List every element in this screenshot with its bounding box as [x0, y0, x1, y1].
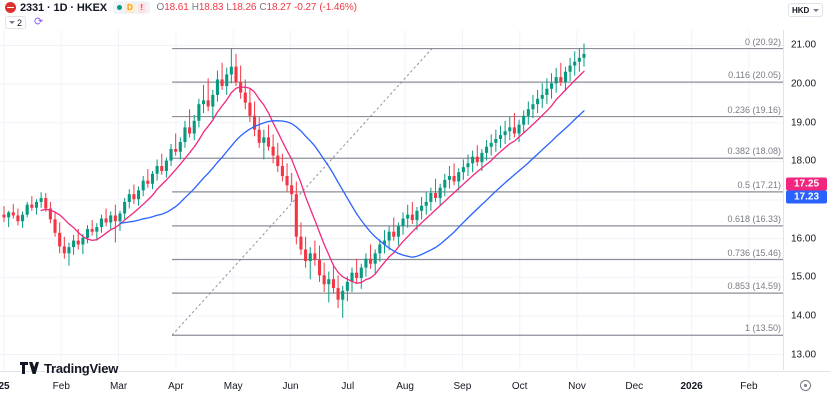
chart-settings-gear-icon[interactable]	[800, 380, 811, 391]
ohlc-change: -0.27	[294, 2, 317, 13]
market-open-dot	[117, 5, 123, 10]
layout-count-button[interactable]: 2	[5, 16, 27, 29]
currency-label: HKD	[792, 5, 810, 15]
time-tick: Aug	[396, 381, 414, 392]
ohlc-change-pct: (-1.46%)	[319, 2, 357, 13]
price-tick: 21.00	[791, 39, 817, 51]
ohlc-low-value: 18.26	[231, 2, 257, 13]
fib-level-label: 0.116 (20.05)	[728, 70, 781, 81]
tradingview-logo: TradingView	[20, 361, 118, 376]
hkex-logo-icon	[5, 2, 16, 13]
fib-level-label: 0.736 (15.46)	[727, 247, 781, 258]
time-tick: Apr	[168, 381, 184, 392]
time-tick: Mar	[109, 381, 128, 392]
alert-badge[interactable]: !	[137, 2, 146, 13]
time-tick: May	[223, 381, 243, 392]
price-tick: 16.00	[791, 233, 817, 245]
ma-fast-badge[interactable]: 17.25	[786, 177, 827, 191]
time-tick: Sep	[453, 381, 472, 392]
fib-level-label: 0.853 (14.59)	[727, 281, 781, 292]
time-tick: 2026	[680, 381, 703, 392]
symbol-title[interactable]: 2331 · 1D · HKEX	[20, 1, 108, 14]
price-tick: 20.00	[791, 78, 817, 90]
ohlc-low-label: L	[226, 2, 232, 13]
ohlc-close-label: C	[259, 2, 267, 13]
fib-level-label: 0.5 (17.21)	[737, 179, 781, 190]
ohlc-open-label: O	[156, 2, 165, 13]
price-axis[interactable]: 21.0020.0019.0018.0017.0016.0015.0014.00…	[785, 30, 830, 370]
time-tick: Jul	[341, 381, 355, 392]
interval-badge[interactable]: D	[125, 2, 135, 13]
time-tick: Feb	[740, 381, 758, 392]
price-tick: 13.00	[791, 349, 817, 361]
fib-level-label: 0 (20.92)	[744, 36, 781, 47]
fib-level-label: 0.382 (18.08)	[727, 146, 781, 157]
fib-level-label: 1 (13.50)	[744, 323, 781, 334]
price-tick: 19.00	[791, 117, 817, 129]
currency-selector[interactable]: HKD	[788, 3, 824, 17]
tradingview-mark-icon	[20, 362, 39, 374]
chart-plot-area[interactable]	[0, 30, 784, 370]
tradingview-wordmark: TradingView	[44, 361, 119, 376]
chevron-down-icon	[9, 21, 15, 24]
layout-count-label: 2	[17, 17, 23, 28]
time-axis[interactable]: 25 Feb Mar Apr May Jun Jul Aug Sep Oct Nov Dec 2026 F…	[0, 371, 830, 400]
price-tick: 15.00	[791, 271, 817, 283]
market-status-pill[interactable]: D !	[113, 1, 150, 14]
time-tick: Jun	[282, 381, 299, 392]
sync-icon[interactable]: ⟳	[34, 16, 44, 28]
ohlc-legend: O18.61 H18.83 L18.26 C18.27 -0.27 (-1.46%)	[157, 2, 357, 13]
chevron-down-icon	[813, 8, 820, 12]
price-tick: 18.00	[791, 155, 817, 167]
ohlc-close-value: 18.27	[266, 2, 292, 13]
fib-level-label: 0.236 (19.16)	[727, 104, 781, 115]
time-tick: Nov	[568, 381, 586, 392]
time-tick: Oct	[511, 381, 528, 392]
price-tick: 14.00	[791, 310, 817, 322]
last-price-badge[interactable]: 17.23	[786, 190, 827, 204]
ohlc-high-label: H	[191, 2, 199, 13]
header-row-symbol: 2331 · 1D · HKEX D ! O18.61 H18.83 L18.26 C…	[0, 0, 830, 15]
time-tick: Dec	[625, 381, 644, 392]
ohlc-high-value: 18.83	[198, 2, 224, 13]
header-row-tools: 2 ⟳	[0, 15, 830, 30]
time-tick: Feb	[52, 381, 70, 392]
time-tick: 25	[0, 381, 10, 392]
ohlc-open-value: 18.61	[164, 2, 189, 13]
candlestick-canvas	[0, 30, 783, 370]
fib-level-label: 0.618 (16.33)	[727, 213, 781, 224]
chart-header: 2331 · 1D · HKEX D ! O18.61 H18.83 L18.26 C…	[0, 0, 830, 30]
